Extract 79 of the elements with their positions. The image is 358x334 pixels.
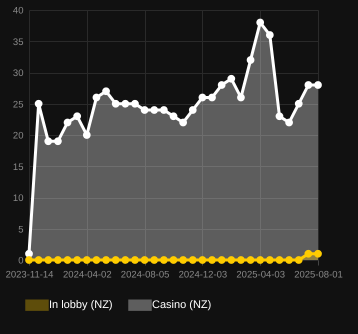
y-tick-label: 20	[12, 130, 24, 142]
point	[188, 256, 197, 264]
y-tick-label: 10	[12, 193, 24, 204]
point	[294, 100, 303, 108]
point	[314, 250, 322, 258]
point	[276, 112, 284, 120]
point	[160, 106, 168, 114]
point	[170, 256, 178, 264]
point	[179, 118, 188, 126]
point	[160, 256, 168, 264]
point	[25, 250, 33, 258]
point	[54, 256, 62, 264]
point	[285, 118, 293, 126]
point	[208, 94, 216, 102]
point	[218, 256, 226, 264]
point	[64, 118, 72, 126]
point	[256, 256, 264, 264]
point	[198, 256, 206, 264]
point	[54, 137, 62, 146]
point	[34, 100, 43, 108]
point	[131, 100, 139, 108]
point	[198, 94, 206, 102]
point	[92, 94, 100, 102]
point	[256, 18, 264, 26]
point	[140, 256, 148, 264]
point	[227, 256, 236, 264]
y-tick-label: 15	[12, 162, 24, 173]
point	[112, 256, 120, 264]
point	[82, 256, 91, 264]
point	[73, 256, 82, 264]
point	[179, 256, 188, 264]
point	[227, 74, 236, 83]
y-tick-label: 40	[12, 6, 24, 16]
legend-label: Casino (NZ)	[152, 299, 212, 312]
point	[44, 256, 52, 264]
point	[285, 256, 293, 264]
point	[64, 256, 72, 264]
point	[73, 112, 82, 120]
x-tick-label: 2024-12-03	[178, 270, 228, 280]
point	[237, 256, 245, 264]
point	[246, 56, 254, 64]
point	[150, 106, 158, 114]
point	[188, 106, 197, 114]
legend-label: In lobby (NZ)	[49, 299, 113, 312]
x-tick-label: 2025-08-01	[294, 270, 343, 280]
point	[170, 112, 178, 120]
y-tick-label: 30	[12, 68, 24, 79]
point	[304, 81, 312, 89]
point	[150, 256, 158, 264]
point	[102, 256, 110, 264]
point	[82, 131, 91, 139]
point	[314, 81, 322, 89]
point	[92, 256, 100, 264]
point	[140, 106, 148, 114]
x-tick-label: 2023-11-14	[6, 270, 54, 280]
x-tick-label: 2024-04-02	[62, 270, 112, 280]
point	[294, 256, 303, 264]
point	[246, 256, 254, 264]
point	[102, 87, 110, 96]
point	[276, 256, 284, 264]
point	[44, 137, 52, 146]
point	[131, 256, 139, 264]
point	[121, 256, 130, 264]
y-tick-label: 35	[12, 36, 24, 48]
y-tick-label: 0	[18, 256, 24, 266]
point	[112, 100, 120, 108]
point	[304, 250, 312, 258]
x-tick-label: 2025-04-03	[236, 270, 286, 280]
point	[266, 256, 274, 264]
point	[25, 256, 33, 264]
point	[237, 94, 245, 102]
point	[266, 31, 274, 39]
x-tick-label: 2024-08-05	[120, 270, 170, 280]
y-tick-label: 5	[18, 224, 24, 236]
point	[34, 256, 43, 264]
y-tick-label: 25	[12, 99, 24, 110]
point	[218, 81, 226, 89]
point	[121, 100, 130, 108]
point	[208, 256, 216, 264]
